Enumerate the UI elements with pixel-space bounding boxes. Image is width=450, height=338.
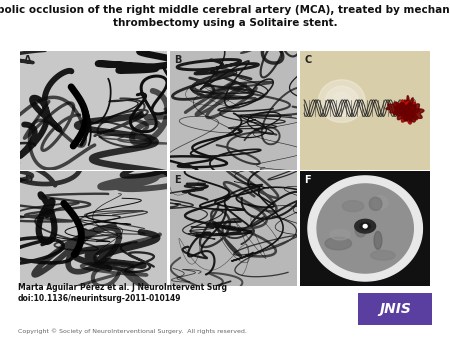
Text: D: D [24, 175, 32, 185]
Text: C: C [304, 55, 311, 65]
Polygon shape [308, 176, 423, 281]
Text: E: E [174, 175, 180, 185]
Polygon shape [397, 100, 419, 124]
Polygon shape [318, 80, 365, 122]
Polygon shape [374, 196, 388, 209]
Text: F: F [304, 175, 310, 185]
Polygon shape [371, 250, 395, 260]
Polygon shape [333, 93, 351, 110]
Polygon shape [369, 197, 382, 211]
Text: Copyright © Society of NeuroInterventional Surgery.  All rights reserved.: Copyright © Society of NeuroIntervention… [18, 328, 247, 334]
Polygon shape [317, 184, 413, 273]
Polygon shape [342, 200, 364, 212]
Polygon shape [355, 219, 376, 233]
Polygon shape [386, 102, 408, 114]
Polygon shape [395, 100, 412, 116]
Polygon shape [374, 232, 382, 249]
Text: doi:10.1136/neurintsurg-2011-010149: doi:10.1136/neurintsurg-2011-010149 [18, 293, 181, 303]
Text: Marta Aguilar Pérez et al. J NeuroIntervent Surg: Marta Aguilar Pérez et al. J NeuroInterv… [18, 283, 227, 292]
Text: JNIS: JNIS [379, 302, 411, 316]
Polygon shape [360, 223, 370, 230]
Polygon shape [393, 102, 415, 121]
Text: B: B [174, 55, 181, 65]
Polygon shape [330, 230, 350, 240]
Polygon shape [325, 237, 351, 250]
Polygon shape [402, 96, 416, 122]
Text: A: A [24, 55, 32, 65]
Polygon shape [400, 102, 424, 122]
Text: Embolic occlusion of the right middle cerebral artery (MCA), treated by mechanic: Embolic occlusion of the right middle ce… [0, 5, 450, 28]
Polygon shape [325, 86, 358, 116]
Polygon shape [355, 222, 367, 237]
Polygon shape [363, 224, 367, 228]
